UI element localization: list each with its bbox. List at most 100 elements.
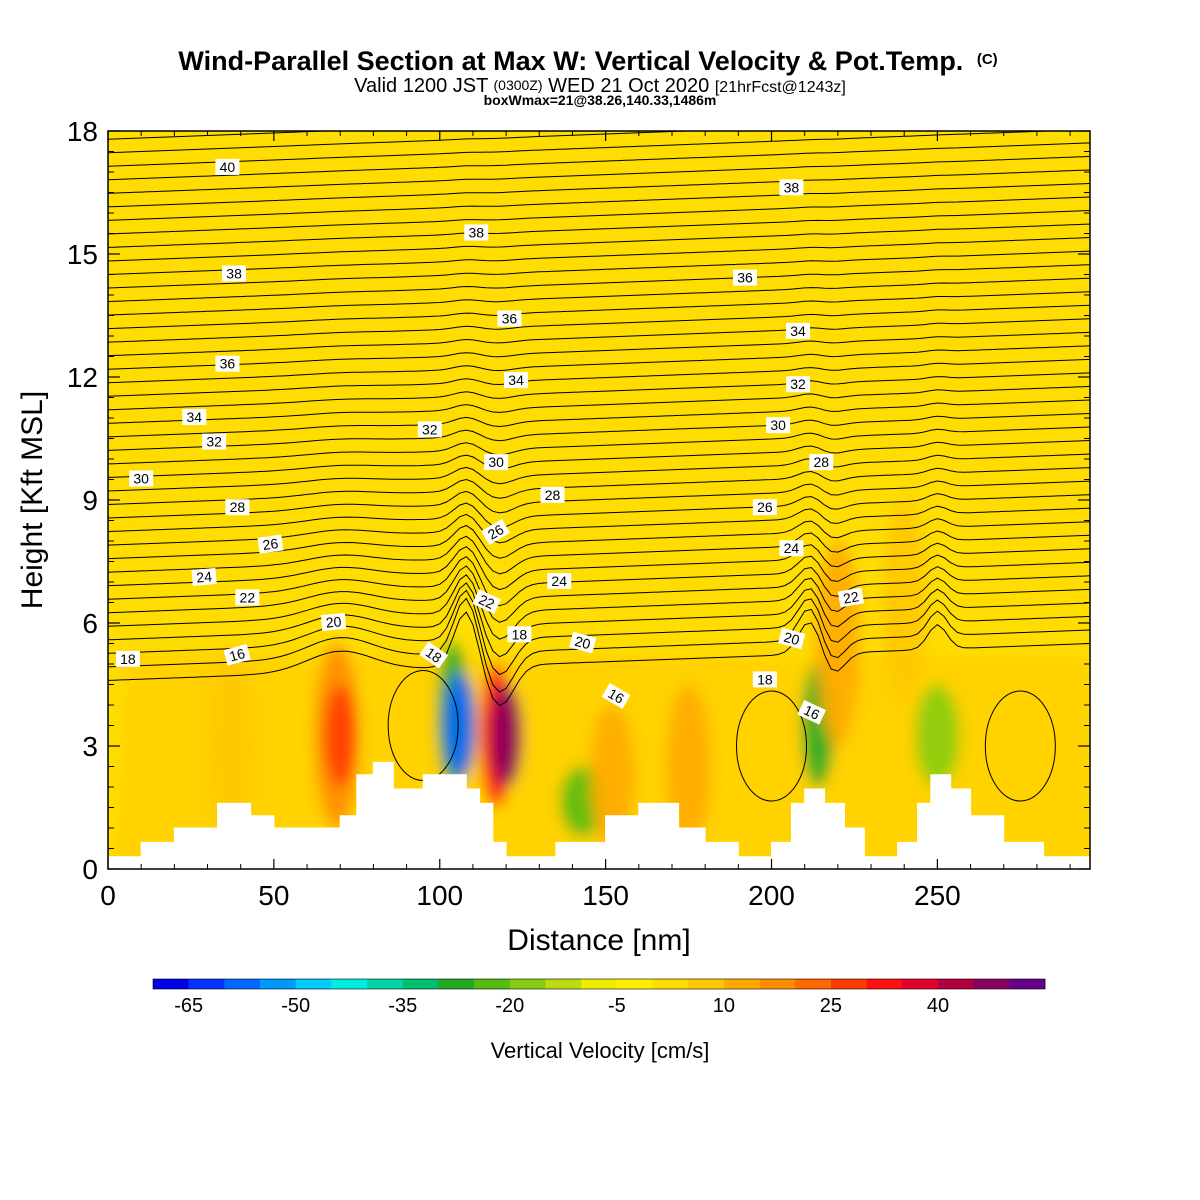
- svg-text:28: 28: [230, 499, 246, 515]
- theta-contour-35: [108, 183, 1090, 221]
- velocity-cell-10: [590, 705, 635, 849]
- colorbar-bin: [545, 979, 582, 989]
- theta-contour-loop-3: [984, 690, 1056, 802]
- theta-contour-5: [108, 574, 1090, 640]
- theta-label-36: 16: [223, 644, 251, 666]
- svg-text:20: 20: [325, 613, 342, 630]
- theta-contour-40: [108, 131, 699, 154]
- theta-contour-39: [108, 131, 1061, 167]
- theta-label-6: 36: [497, 310, 522, 327]
- svg-text:22: 22: [842, 588, 860, 606]
- svg-text:36: 36: [502, 311, 518, 327]
- colorbar-bin: [188, 979, 225, 989]
- theta-contour-17: [108, 426, 1090, 465]
- theta-label-30: 20: [569, 631, 597, 654]
- theta-label-1: 40: [215, 158, 240, 175]
- colorbar-bin: [688, 979, 725, 989]
- svg-text:30: 30: [770, 417, 786, 433]
- theta-label-33: 18: [419, 641, 449, 669]
- theta-label-3: 38: [464, 224, 489, 241]
- svg-text:16: 16: [228, 645, 247, 665]
- colorbar-bin: [474, 979, 511, 989]
- colorbar-bin: [652, 979, 689, 989]
- svg-text:38: 38: [784, 179, 800, 195]
- svg-text:18: 18: [757, 671, 773, 687]
- colorbar-tick-label: 10: [713, 995, 735, 1017]
- svg-text:34: 34: [186, 409, 202, 425]
- theta-label-37: 16: [601, 683, 631, 709]
- velocity-cell-2: [208, 643, 253, 849]
- colorbar-tick-label: -35: [388, 995, 417, 1017]
- y-tick-label: 3: [82, 731, 98, 762]
- theta-contour-7: [108, 554, 1090, 607]
- theta-label-16: 30: [766, 417, 791, 434]
- svg-text:32: 32: [790, 376, 806, 392]
- chart-subtitle: Valid 1200 JST (0300Z) WED 21 Oct 2020 […: [354, 73, 846, 97]
- theta-label-22: 26: [752, 499, 777, 516]
- theta-label-21: 26: [481, 519, 511, 545]
- theta-contour-26: [108, 304, 1090, 343]
- theta-contour-9: [108, 530, 1090, 575]
- theta-label-13: 32: [786, 376, 811, 393]
- theta-label-4: 38: [779, 179, 804, 196]
- theta-contour-16: [108, 440, 1090, 478]
- colorbar-bin: [973, 979, 1010, 989]
- colorbar-tick-label: -50: [281, 995, 310, 1017]
- x-tick-label: 50: [258, 880, 289, 911]
- theta-label-29: 20: [320, 612, 347, 632]
- colorbar-tick-label: 25: [820, 995, 842, 1017]
- theta-label-26: 22: [235, 589, 260, 606]
- colorbar-bin: [367, 979, 404, 989]
- svg-text:22: 22: [476, 591, 497, 612]
- theta-contour-34: [108, 196, 1090, 235]
- theta-contour-29: [108, 264, 1090, 303]
- y-tick-label: 9: [82, 485, 98, 516]
- colorbar-bin: [723, 979, 760, 989]
- svg-text:36: 36: [737, 270, 753, 286]
- colorbar-bin: [153, 979, 189, 989]
- theta-contour-41: [108, 131, 337, 140]
- theta-label-20: 26: [257, 534, 284, 554]
- colorbar-bin: [937, 979, 974, 989]
- theta-contour-24: [108, 331, 1090, 370]
- colorbar-bin: [795, 979, 832, 989]
- theta-contour-37: [108, 155, 1090, 194]
- svg-text:26: 26: [757, 499, 773, 515]
- theta-contour-2: [108, 597, 1090, 693]
- colorbar-bin: [616, 979, 653, 989]
- colorbar-bin: [224, 979, 261, 989]
- theta-label-35: 18: [752, 671, 777, 688]
- theta-label-27: 22: [472, 589, 501, 614]
- svg-text:32: 32: [422, 421, 438, 437]
- colorbar-tick-label: -20: [495, 995, 524, 1017]
- svg-text:24: 24: [784, 540, 800, 556]
- svg-text:24: 24: [551, 573, 567, 589]
- svg-text:16: 16: [605, 685, 627, 707]
- theta-contour-loop-2: [736, 690, 808, 802]
- y-tick-label: 15: [67, 239, 98, 270]
- plot-area: 4038383836363634343432323230303028282826…: [108, 131, 1090, 869]
- theta-label-38: 16: [797, 699, 827, 725]
- y-tick-label: 18: [67, 116, 98, 147]
- colorbar-label: Vertical Velocity [cm/s]: [491, 1038, 710, 1063]
- theta-label-31: 20: [778, 627, 806, 650]
- theta-contour-20: [108, 385, 1090, 424]
- svg-text:18: 18: [120, 651, 136, 667]
- theta-contour-28: [108, 277, 1090, 316]
- svg-text:38: 38: [468, 225, 484, 241]
- theta-contour-3: [108, 589, 1090, 676]
- colorbar-bin: [402, 979, 439, 989]
- theta-contour-36: [108, 169, 1090, 208]
- theta-contour-19: [108, 399, 1090, 438]
- chart-subtitle-2: boxWmax=21@38.26,140.33,1486m: [484, 92, 717, 108]
- svg-text:40: 40: [220, 159, 236, 175]
- colorbar: -65 -50 -35 -20 -5 10 25 40: [152, 978, 1046, 1017]
- x-tick-label: 100: [416, 880, 463, 911]
- svg-text:28: 28: [813, 454, 829, 470]
- theta-label-15: 30: [484, 454, 509, 471]
- y-axis-label: Height [Kft MSL]: [16, 391, 49, 609]
- theta-contour-6: [108, 565, 1090, 623]
- chart-title: Wind-Parallel Section at Max W: Vertical…: [178, 46, 997, 76]
- svg-text:28: 28: [545, 487, 561, 503]
